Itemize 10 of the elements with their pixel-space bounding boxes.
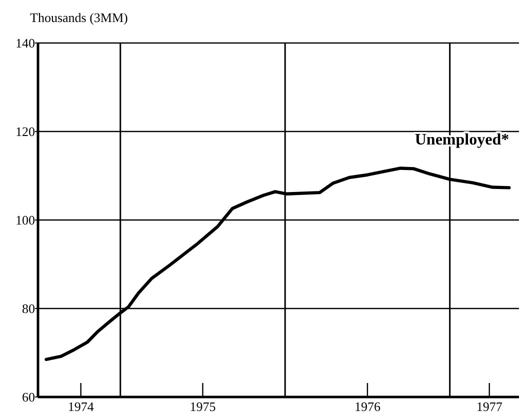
- y-tick-label: 120: [16, 124, 35, 140]
- x-tick-label: 1975: [190, 399, 216, 414]
- x-tick-label: 1977: [476, 399, 503, 414]
- y-tick-label: 80: [22, 301, 35, 316]
- y-axis-title: Thousands (3MM): [30, 10, 128, 25]
- y-tick-label: 140: [16, 36, 35, 51]
- y-tick-label: 100: [16, 212, 35, 228]
- y-tick-label: 60: [22, 390, 35, 405]
- x-tick-label: 1974: [68, 399, 94, 414]
- x-tick-label: 1976: [354, 399, 381, 414]
